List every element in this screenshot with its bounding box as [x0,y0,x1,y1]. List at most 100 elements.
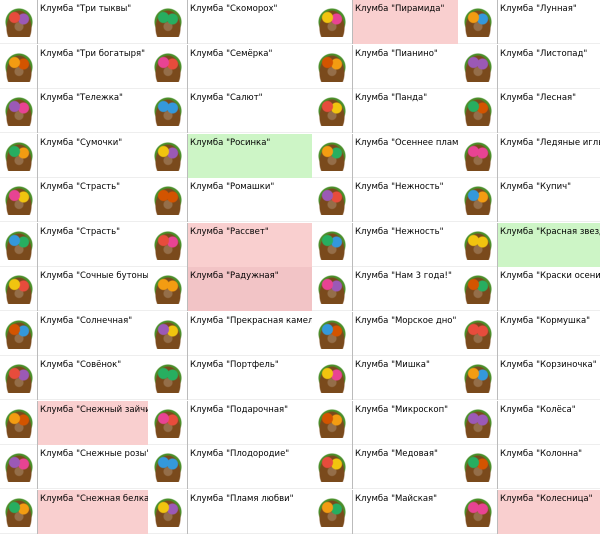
item-label: Клумба "Микроскоп" [352,400,458,445]
item-icon [0,490,37,534]
flowerbed-icon [3,96,34,126]
flowerbed-icon [152,318,183,349]
item-row: Клумба "Снежные розы" [0,445,148,489]
flowerbed-icon [152,185,183,215]
item-icon [458,45,497,89]
item-icon [312,134,352,178]
flowerbed-icon [3,274,34,304]
item-icon [312,0,352,44]
flowerbed-icon [317,7,347,37]
item-icon [312,312,352,356]
item-row: Клумба "Колонна" [458,445,600,489]
item-label: Клумба "Три тыквы" [37,0,148,44]
item-label: Клумба "Пирамида" [352,0,458,44]
item-label: Клумба "Панда" [352,89,458,133]
item-icon [458,401,497,445]
flowerbed-icon [3,229,34,260]
item-row: Клумба "Плодородие" [148,445,312,489]
item-row: Клумба "Три богатыря" [0,44,148,89]
item-icon [312,223,352,267]
item-icon [458,445,497,489]
item-label: Клумба "Ледяные иглы" [497,133,600,178]
item-icon [148,134,187,178]
item-row: Клумба "Корзиночка" [458,356,600,400]
item-row: Клумба "Сочные бутоны" [0,267,148,311]
item-label: Клумба "Тележка" [37,89,148,133]
item-icon [0,134,37,178]
item-label: Клумба "Листопад" [497,44,600,89]
item-icon [312,445,352,489]
item-row: Клумба "Краски осени" [458,267,600,311]
item-icon [0,445,37,489]
item-icon [148,401,187,445]
item-label: Клумба "Колесница" [497,489,600,534]
item-row: Клумба "Снежная белка" [0,489,148,534]
item-row: Клумба "Красная звезда" [458,222,600,267]
item-label: Клумба "Морское дно" [352,311,458,356]
flowerbed-icon [317,229,347,260]
item-icon [148,312,187,356]
flowerbed-icon [3,51,34,82]
item-icon [312,178,352,222]
item-row: Клумба "Ромашки" [148,178,312,222]
item-row: Клумба "Колёса" [458,400,600,445]
item-row: Клумба "Листопад" [458,44,600,89]
item-label: Клумба "Семёрка" [187,44,312,89]
item-row: Клумба "Панда" [312,89,458,133]
item-row: Клумба "Радужная" [148,267,312,311]
item-icon [0,356,37,400]
item-row: Клумба "Майская" [312,489,458,534]
item-label: Клумба "Снежный зайчик" [37,400,148,445]
column: Клумба "Три тыквы" Клумба "Три богатыря" К… [0,0,148,541]
flowerbed-icon [3,7,34,37]
item-icon [458,178,497,222]
item-row: Клумба "Морское дно" [312,311,458,356]
flowerbed-icon [317,140,347,171]
item-row: Клумба "Салют" [148,89,312,133]
flowerbed-icon [462,452,493,482]
flowerbed-icon [317,185,347,215]
item-label: Клумба "Пламя любви" [187,489,312,534]
item-label: Клумба "Корзиночка" [497,356,600,400]
flowerbed-icon [462,96,493,126]
item-label: Клумба "Кормушка" [497,311,600,356]
item-label: Клумба "Три богатыря" [37,44,148,89]
item-icon [148,267,187,311]
item-label: Клумба "Снежные розы" [37,445,148,489]
item-row: Клумба "Семёрка" [148,44,312,89]
flowerbed-icon [152,96,183,126]
item-icon [458,223,497,267]
flowerbed-icon [3,407,34,438]
item-icon [312,89,352,133]
flowerbed-icon [462,274,493,304]
flowerbed-icon [462,140,493,171]
item-row: Клумба "Мишка" [312,356,458,400]
item-row: Клумба "Скоморох" [148,0,312,44]
item-label: Клумба "Сумочки" [37,133,148,178]
flowerbed-icon [152,7,183,37]
item-label: Клумба "Сочные бутоны" [37,267,148,311]
column: Клумба "Лунная" Клумба "Листопад" Клумба "… [458,0,600,541]
item-row: Клумба "Нежность" [312,222,458,267]
item-icon [0,89,37,133]
item-label: Клумба "Прекрасная камелия" [187,311,312,356]
item-label: Клумба "Медовая" [352,445,458,489]
column: Клумба "Пирамида" Клумба "Пианино" Клумба … [312,0,458,541]
item-icon [458,267,497,311]
item-row: Клумба "Нежность" [312,178,458,222]
item-icon [312,401,352,445]
flowerbed-icon [3,140,34,171]
item-icon [148,89,187,133]
flowerbed-icon [317,274,347,304]
item-row: Клумба "Росинка" [148,133,312,178]
item-label: Клумба "Колёса" [497,400,600,445]
item-icon [148,45,187,89]
item-label: Клумба "Страсть" [37,178,148,222]
flowerbed-icon [3,185,34,215]
item-row: Клумба "Солнечная" [0,311,148,356]
item-row: Клумба "Пламя любви" [148,489,312,534]
item-label: Клумба "Плодородие" [187,445,312,489]
flowerbed-icon [462,185,493,215]
flowerbed-icon [152,140,183,171]
flowerbed-icon [152,363,183,393]
